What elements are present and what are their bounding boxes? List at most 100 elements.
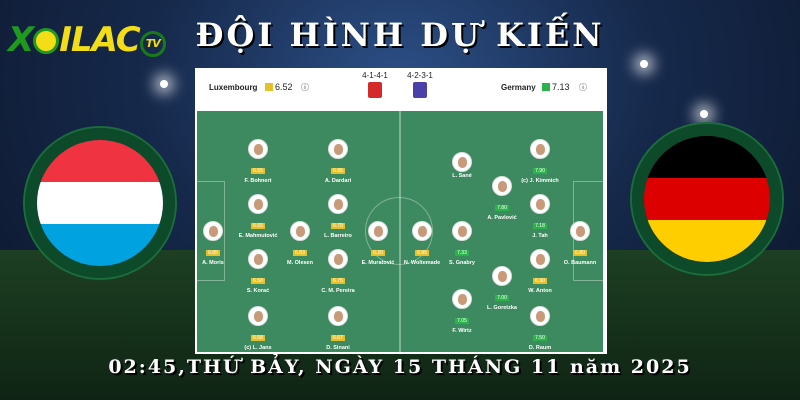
player-away[interactable]: 7.18 J. Tah <box>510 194 570 239</box>
shirt-icon <box>413 82 427 98</box>
player-rating: 7.33 <box>455 250 469 256</box>
info-icon[interactable]: ⓘ <box>579 83 587 92</box>
football-icon <box>33 28 60 54</box>
center-circle <box>365 197 433 265</box>
player-name: L. Sané <box>452 173 472 179</box>
player-avatar <box>328 249 348 269</box>
player-name: J. Tah <box>532 233 548 239</box>
player-away[interactable]: 6.90 W. Anton <box>510 249 570 294</box>
player-away[interactable]: 7.05 F. Wirtz <box>432 289 492 334</box>
player-rating: 6.50 <box>251 278 265 284</box>
player-name: F. Bohnert <box>244 178 272 184</box>
player-home[interactable]: 6.85 A. Dardari <box>308 139 368 184</box>
player-away[interactable]: 7.00 L. Goretzka <box>472 266 532 311</box>
lineup-panel: Luxembourg 6.52 ⓘ 4-1-4-1 4-2-3-1 German… <box>195 68 607 354</box>
away-rating-swatch <box>542 83 550 91</box>
player-avatar <box>452 221 472 241</box>
player-rating: 7.05 <box>455 318 469 324</box>
player-home[interactable]: 6.55 F. Bohnert <box>228 139 288 184</box>
player-avatar <box>290 221 310 241</box>
player-rating: 6.55 <box>251 223 265 229</box>
player-name: S. Gnabry <box>449 260 475 266</box>
player-avatar <box>248 306 268 326</box>
player-avatar <box>368 221 388 241</box>
player-home[interactable]: 6.85 A. Moris <box>197 221 243 266</box>
player-avatar <box>492 266 512 286</box>
player-name: O. Baumann <box>563 260 597 266</box>
player-avatar <box>328 139 348 159</box>
player-name: F. Wirtz <box>452 328 472 334</box>
player-rating: 6.90 <box>533 278 547 284</box>
home-team-name: Luxembourg <box>209 83 258 92</box>
player-rating: 7.00 <box>495 295 509 301</box>
player-away[interactable]: 7.33 S. Gnabry <box>432 221 492 266</box>
player-away[interactable]: 7.90 (c) J. Kimmich <box>510 139 570 184</box>
home-formation: 4-1-4-1 <box>360 71 390 98</box>
player-home[interactable]: 6.55 E. Mahmutović <box>228 194 288 239</box>
player-home[interactable]: 6.67 D. Sinani <box>308 306 368 351</box>
player-avatar <box>530 139 550 159</box>
player-avatar <box>248 249 268 269</box>
page-title: ĐỘI HÌNH DỰ KIẾN <box>195 16 605 54</box>
player-away[interactable]: L. Sané <box>432 152 492 179</box>
player-name: (c) L. Jans <box>244 345 272 351</box>
player-name: S. Korać <box>246 288 270 294</box>
player-avatar <box>328 194 348 214</box>
xoilac-logo: X ILAC TV <box>8 20 166 60</box>
player-avatar <box>530 194 550 214</box>
player-rating: 6.85 <box>206 250 220 256</box>
player-name: (c) J. Kimmich <box>521 178 559 184</box>
player-away[interactable]: 7.50 D. Raum <box>510 306 570 351</box>
player-home[interactable]: 6.75 C. M. Pereira <box>308 249 368 294</box>
player-rating: 6.85 <box>331 168 345 174</box>
player-home[interactable]: 6.83 M. Olesen <box>270 221 330 266</box>
player-rating: 7.90 <box>533 168 547 174</box>
player-avatar <box>530 306 550 326</box>
player-rating: 6.20 <box>371 250 385 256</box>
player-rating: 6.67 <box>331 335 345 341</box>
player-name: C. M. Pereira <box>321 288 355 294</box>
player-rating: 7.18 <box>533 223 547 229</box>
player-away[interactable]: 6.80 O. Baumann <box>550 221 603 266</box>
player-name: E. Muratović <box>361 260 395 266</box>
player-rating: 6.75 <box>331 278 345 284</box>
lineup-header: Luxembourg 6.52 ⓘ 4-1-4-1 4-2-3-1 German… <box>195 68 607 111</box>
stadium-light <box>640 60 648 68</box>
match-datetime: 02:45,THỨ BẢY, NGÀY 15 THÁNG 11 năm 2025 <box>108 356 692 378</box>
player-name: D. Sinani <box>326 345 350 351</box>
player-avatar <box>452 152 472 172</box>
player-avatar <box>328 306 348 326</box>
home-team-rating: 6.52 <box>275 82 293 92</box>
player-away[interactable]: 7.80 A. Pavlović <box>472 176 532 221</box>
player-avatar <box>530 249 550 269</box>
player-home[interactable]: 6.58 (c) L. Jans <box>228 306 288 351</box>
player-rating: 6.80 <box>573 250 587 256</box>
player-avatar <box>570 221 590 241</box>
player-home[interactable]: 6.20 E. Muratović <box>348 221 408 266</box>
player-avatar <box>248 194 268 214</box>
stadium-light <box>700 110 708 118</box>
player-rating: 6.55 <box>251 168 265 174</box>
player-name: E. Mahmutović <box>238 233 278 239</box>
info-icon[interactable]: ⓘ <box>301 83 309 92</box>
player-name: A. Moris <box>202 260 224 266</box>
player-away[interactable]: 6.95 N. Woltemade <box>392 221 452 266</box>
home-rating-swatch <box>265 83 273 91</box>
player-rating: 6.58 <box>251 335 265 341</box>
away-team-rating: 7.13 <box>552 82 570 92</box>
shirt-icon <box>368 82 382 98</box>
stadium-light <box>160 80 168 88</box>
player-home[interactable]: 6.50 S. Korać <box>228 249 288 294</box>
player-avatar <box>492 176 512 196</box>
player-home[interactable]: 6.79 L. Barreiro <box>308 194 368 239</box>
player-avatar <box>412 221 432 241</box>
away-formation: 4-2-3-1 <box>405 71 435 98</box>
player-name: A. Dardari <box>324 178 352 184</box>
player-rating: 6.83 <box>293 250 307 256</box>
player-avatar <box>452 289 472 309</box>
player-name: L. Goretzka <box>487 305 517 311</box>
player-name: W. Anton <box>528 288 552 294</box>
player-name: M. Olesen <box>287 260 313 266</box>
away-team-name: Germany <box>501 83 536 92</box>
